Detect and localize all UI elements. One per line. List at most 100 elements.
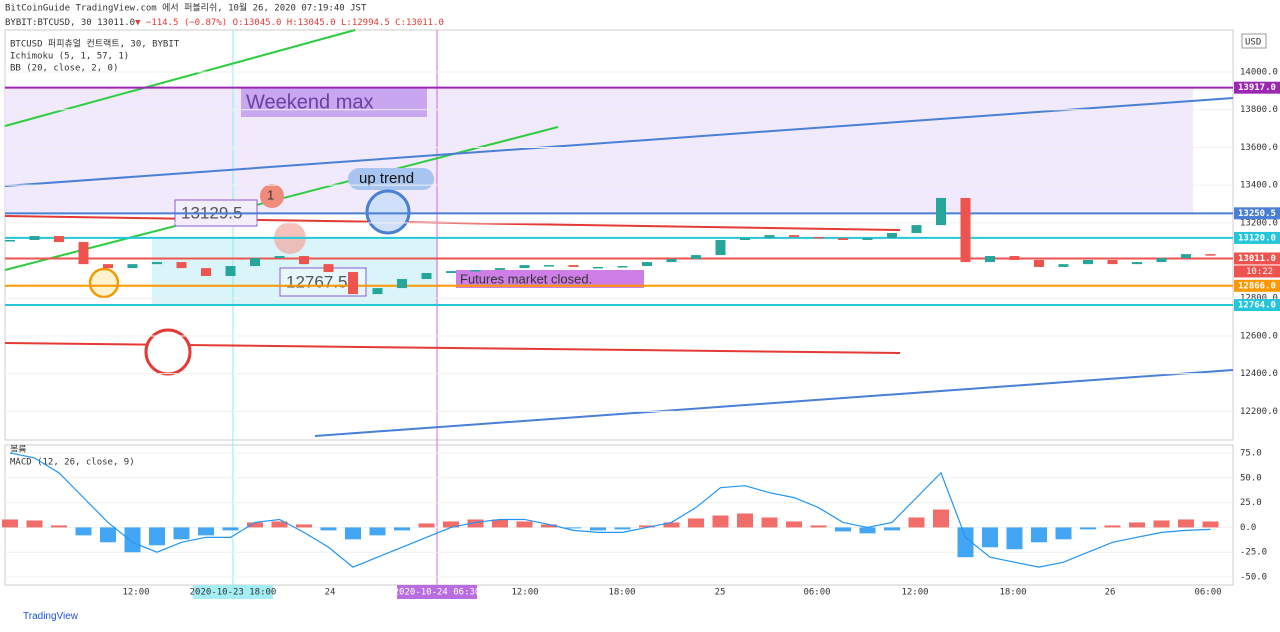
candle: [299, 256, 309, 265]
macd-bar: [198, 527, 214, 536]
macd-bar: [443, 521, 459, 528]
time-label: 2020-10-24 06:30: [394, 588, 481, 598]
macd-bar: [590, 527, 606, 531]
macd-bar: [345, 527, 361, 540]
candle: [446, 271, 456, 273]
time-label: 06:00: [803, 588, 830, 598]
candle: [617, 266, 628, 268]
macd-bar: [884, 527, 900, 531]
candle: [960, 197, 971, 263]
candle: [78, 242, 89, 265]
macd-bar: [492, 519, 508, 528]
macd-bar: [1055, 527, 1072, 540]
trendline: [4, 97, 1234, 187]
macd-bar: [149, 527, 165, 546]
macd-bar: [712, 515, 729, 528]
candle: [495, 268, 505, 270]
y-tick-label: 13400.0: [1240, 181, 1278, 191]
legend: MACD (12, 26, close, 9): [10, 458, 135, 468]
candle: [911, 225, 922, 234]
candle: [152, 262, 162, 265]
price-badge: [1234, 231, 1280, 244]
time-label: 2020-10-23 18:00: [190, 588, 277, 598]
candle: [1009, 256, 1020, 260]
macd-bar: [467, 519, 484, 528]
candle: [887, 233, 897, 239]
y-tick-label: 75.0: [1240, 448, 1262, 458]
symbol: BYBIT:BTCUSD, 30: [5, 18, 92, 28]
macd-bar: [565, 527, 582, 529]
macd-bar: [100, 527, 116, 543]
y-tick-label: 50.0: [1240, 473, 1262, 483]
footer: TradingView: [23, 611, 79, 622]
price-label: 13011.0: [1238, 254, 1276, 264]
candle: [103, 264, 113, 269]
candle: [323, 264, 334, 273]
candle: [642, 262, 652, 267]
macd-bar: [418, 523, 435, 528]
candle: [764, 235, 775, 239]
candle: [397, 279, 407, 289]
time-label: 12:00: [511, 588, 538, 598]
macd-bar: [786, 521, 802, 528]
candle: [1107, 259, 1118, 265]
annotation: 12767.5: [286, 272, 347, 291]
marker: [260, 184, 284, 208]
annotation: 1: [267, 187, 274, 202]
main-pane: [4, 29, 1234, 441]
macd-bar: [859, 527, 876, 534]
weekend-zone: [5, 88, 1193, 213]
candle: [1181, 254, 1191, 259]
candle: [250, 258, 260, 267]
macd-bar: [320, 527, 337, 531]
ohlc: O:13045.0 H:13045.0 L:12994.5 C:13011.0: [233, 18, 444, 28]
y-tick-label: 12200.0: [1240, 407, 1278, 417]
smiley: [365, 189, 411, 235]
macd-bar: [1153, 520, 1170, 528]
candle: [54, 236, 64, 243]
annotation: Futures market closed.: [460, 271, 592, 286]
candle: [568, 265, 579, 267]
price-label: 12866.0: [1238, 281, 1276, 291]
unit-badge: [1241, 33, 1267, 49]
y-tick-label: -25.0: [1240, 548, 1267, 558]
candle: [789, 235, 799, 237]
candle: [470, 269, 481, 272]
candle: [5, 239, 15, 242]
candle: [176, 262, 187, 269]
macd-bar: [222, 527, 239, 531]
candle: [225, 266, 236, 276]
macd-bar: [639, 525, 655, 528]
y-tick-label: 0.0: [1240, 523, 1256, 533]
y-tick-label: -50.0: [1240, 573, 1267, 583]
candle: [593, 266, 603, 269]
candle: [519, 265, 530, 269]
time-label: 24: [325, 588, 336, 598]
header: BitCoinGuide TradingView.com 에서 퍼블리쉬, 10…: [5, 2, 367, 14]
macd-bar: [663, 522, 680, 528]
annotation: Weekend max: [246, 91, 373, 113]
time-label: 06:00: [1194, 588, 1221, 598]
candle: [715, 239, 726, 256]
label-box: [456, 270, 644, 288]
legend: BB (20, close, 2, 0): [10, 64, 118, 74]
time-badge: [193, 585, 273, 599]
price-badge: [1234, 279, 1280, 292]
time-label: 12:00: [901, 588, 928, 598]
y-tick-label: 12400.0: [1240, 369, 1278, 379]
candle: [838, 238, 848, 240]
candle: [862, 238, 873, 240]
last: 13011.0: [97, 18, 135, 28]
y-tick-label: 13800.0: [1240, 105, 1278, 115]
legend: 볼륨: [10, 445, 27, 456]
price-label: 13120.0: [1238, 233, 1276, 243]
unit: USD: [1245, 38, 1261, 48]
candle: [29, 236, 40, 240]
macd-bar: [369, 527, 386, 536]
emoji: [144, 328, 192, 376]
y-tick-label: 25.0: [1240, 498, 1262, 508]
candle: [691, 255, 701, 260]
price-label: 12764.0: [1238, 301, 1276, 311]
candle: [127, 264, 138, 269]
candle: [1132, 262, 1142, 265]
